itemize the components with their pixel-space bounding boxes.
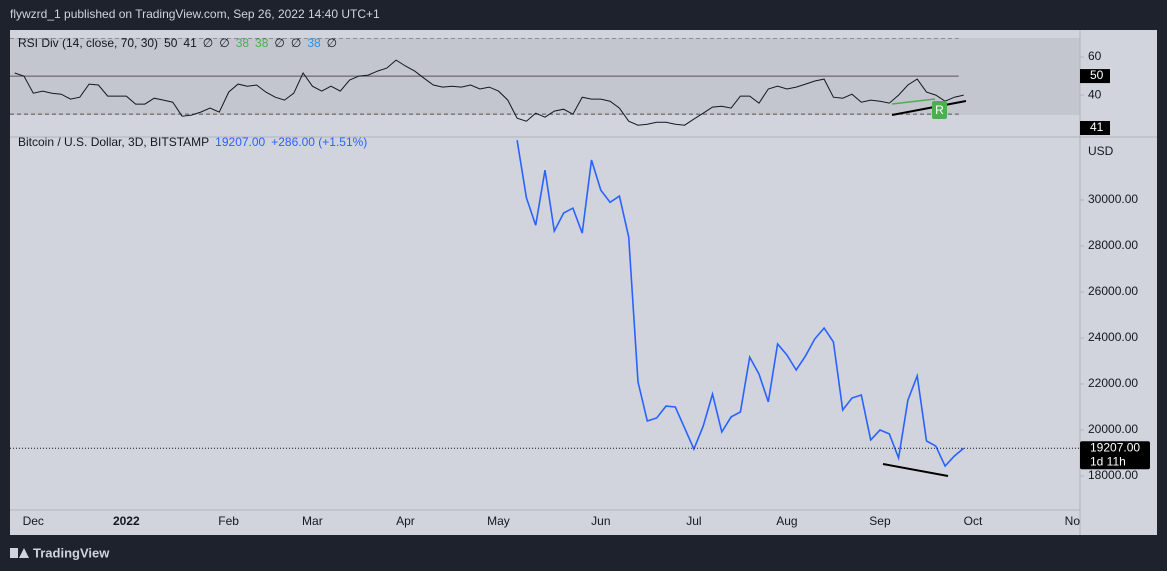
- x-tick-label: Mar: [302, 514, 323, 528]
- logo-mark: [19, 548, 29, 558]
- logo-bar: [10, 548, 18, 558]
- series-line: [516, 140, 965, 468]
- x-tick-label: Jun: [591, 514, 610, 528]
- y-tick-label: 24000.00: [1088, 330, 1138, 344]
- legend-item: 38: [236, 36, 250, 50]
- y-tick-label: 22000.00: [1088, 376, 1138, 390]
- legend-item: RSI Div (14, close, 70, 30): [18, 36, 158, 50]
- x-tick-label: Dec: [23, 514, 44, 528]
- footer-brand: TradingView: [33, 545, 110, 560]
- value-box: [1080, 69, 1110, 84]
- divergence-badge-letter: R: [935, 103, 944, 117]
- x-tick-label: Aug: [776, 514, 797, 528]
- price-pane: 18000.00 20000.00 22000.00 24000.00 26000.00…: [10, 135, 1150, 482]
- x-tick-label: Nov: [1065, 514, 1086, 528]
- legend-item: ∅: [291, 36, 301, 50]
- legend-item: ∅: [327, 36, 337, 50]
- x-tick-label: Apr: [396, 514, 415, 528]
- y-tick-label: 20000.00: [1088, 422, 1138, 436]
- legend-item: +286.00 (+1.51%): [271, 135, 367, 149]
- legend-item: 41: [183, 36, 197, 50]
- y-tick-label: 40: [1088, 87, 1102, 101]
- trend-line: [882, 463, 949, 477]
- legend-item: ∅: [203, 36, 213, 50]
- bullish-divergence-line: [891, 98, 936, 105]
- value-box-label: 50: [1090, 68, 1104, 82]
- y-tick-label: 28000.00: [1088, 238, 1138, 252]
- legend-item: ∅: [274, 36, 284, 50]
- publish-header: flywzrd_1 published on TradingView.com, …: [10, 7, 380, 21]
- plot-area: [10, 38, 964, 126]
- value-box: [1080, 121, 1110, 135]
- price-axis-unit: USD: [1088, 144, 1114, 158]
- y-tick-label: 26000.00: [1088, 284, 1138, 298]
- legend-item: 38: [307, 36, 321, 50]
- x-tick-label: Oct: [964, 514, 983, 528]
- x-tick-label: 2022: [113, 514, 140, 528]
- y-tick-label: 60: [1088, 49, 1102, 63]
- last-price-box: [1080, 441, 1150, 470]
- legend-item: Bitcoin / U.S. Dollar, 3D, BITSTAMP: [18, 135, 209, 149]
- y-tick-label: 30000.00: [1088, 192, 1138, 206]
- legend-item: ∅: [219, 36, 229, 50]
- trend-line: [891, 100, 967, 116]
- rsi-pane: 60 40 RSI Div (14, close, 70, 30) 50 41 ∅ ∅ 38 3…: [10, 36, 1110, 135]
- y-tick-label: 18000.00: [1088, 468, 1138, 482]
- x-tick-label: May: [487, 514, 510, 528]
- legend-item: 38: [255, 36, 269, 50]
- x-tick-label: Feb: [218, 514, 239, 528]
- legend-item: 50: [164, 36, 178, 50]
- value-box-label: 41: [1090, 120, 1104, 134]
- last-price-label: 19207.00: [1090, 440, 1140, 454]
- plot-area: [516, 140, 965, 468]
- x-tick-label: Jul: [686, 514, 701, 528]
- x-tick-label: Sep: [869, 514, 891, 528]
- divergence-badge: [932, 101, 947, 119]
- time-axis: Dec 2022 Feb Mar Apr May Jun Jul Aug Sep Oct Nov: [23, 514, 1086, 528]
- footer-logo: [10, 548, 29, 558]
- legend-item: 19207.00: [215, 135, 265, 149]
- series-line: [14, 59, 964, 126]
- bar-countdown: 1d 11h: [1090, 454, 1126, 468]
